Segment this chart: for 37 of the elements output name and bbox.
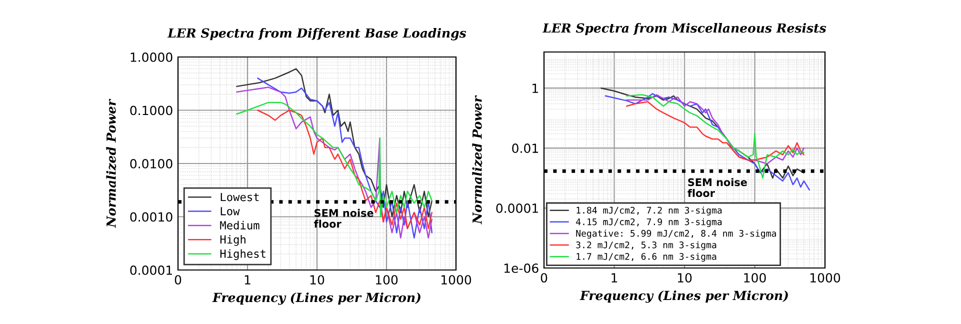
chart-title: LER Spectra from Different Base Loadings bbox=[167, 28, 466, 40]
y-tick-label: 0.1000 bbox=[130, 106, 172, 116]
x-tick-label: 1 bbox=[612, 273, 618, 282]
y-tick-label: 0.0001 bbox=[130, 265, 172, 275]
chart-title: LER Spectra from Miscellaneous Resists bbox=[542, 23, 826, 36]
annotation: SEM noise floor bbox=[314, 208, 374, 228]
y-tick-label: 0.0001 bbox=[496, 204, 538, 213]
legend-label: Medium bbox=[220, 220, 260, 230]
y-tick-label: 1 bbox=[532, 84, 538, 93]
y-tick-label: 1.0000 bbox=[130, 52, 172, 62]
legend-label: 1.7 mJ/cm2, 6.6 nm 3-sigma bbox=[576, 252, 716, 262]
annotation: SEM noise floor bbox=[688, 178, 747, 198]
legend-label: High bbox=[220, 235, 246, 246]
x-tick-label: 0 bbox=[174, 275, 182, 285]
legend-label: Negative: 5.99 mJ/cm2, 8.4 nm 3-sigma bbox=[576, 230, 776, 239]
x-tick-label: 0 bbox=[540, 273, 548, 283]
x-tick-label: 10 bbox=[678, 273, 692, 283]
x-tick-label: 1 bbox=[244, 275, 250, 284]
y-tick-label: 1e-06 bbox=[504, 263, 538, 273]
legend-label: Low bbox=[220, 207, 240, 216]
x-axis-title: Frequency (Lines per Micron) bbox=[212, 292, 420, 305]
y-tick-label: 0.0100 bbox=[130, 158, 172, 168]
legend-label: 1.84 mJ/cm2, 7.2 nm 3-sigma bbox=[576, 206, 722, 216]
x-tick-label: 1000 bbox=[441, 275, 472, 285]
legend-label: 4.15 mJ/cm2, 7.9 nm 3-sigma bbox=[576, 218, 722, 228]
x-tick-label: 100 bbox=[744, 273, 766, 283]
y-tick-label: 0.0010 bbox=[130, 212, 172, 222]
x-tick-label: 1000 bbox=[810, 273, 840, 283]
legend-label: Highest bbox=[220, 249, 266, 260]
y-axis-title: Normalized Power bbox=[106, 98, 116, 228]
y-axis-title: Normalized Power bbox=[472, 95, 482, 224]
y-tick-label: 0.01 bbox=[512, 144, 538, 153]
legend-label: 3.2 mJ/cm2, 5.3 nm 3-sigma bbox=[576, 241, 716, 250]
x-tick-label: 100 bbox=[376, 275, 398, 285]
legend-label: Lowest bbox=[220, 192, 259, 202]
x-tick-label: 10 bbox=[310, 275, 324, 285]
x-axis-title: Frequency (Lines per Micron) bbox=[580, 290, 788, 303]
